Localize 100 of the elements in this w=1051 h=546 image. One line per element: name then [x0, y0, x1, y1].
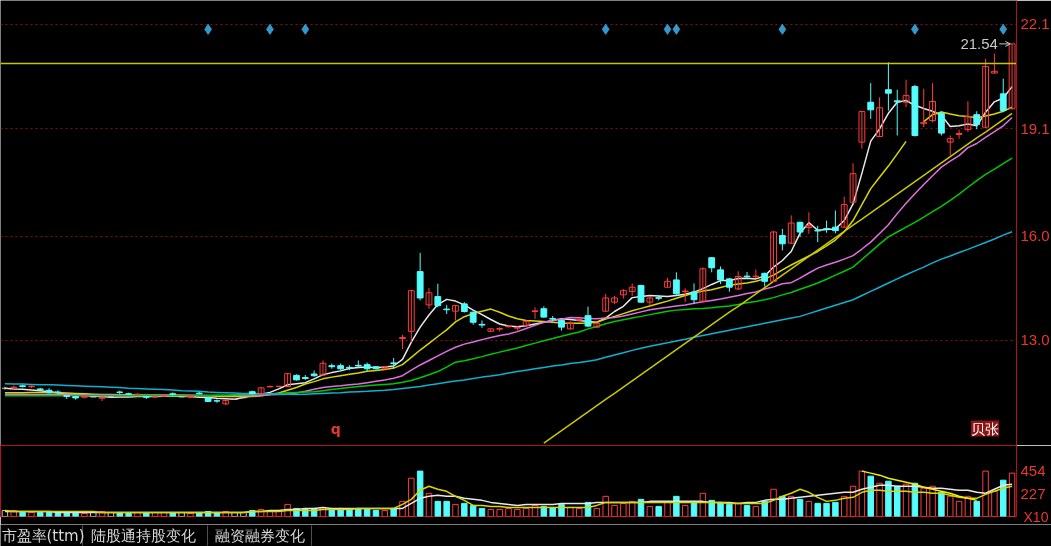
- bar: [787, 495, 795, 517]
- candlestick: [884, 61, 892, 112]
- y-axis-title: X10: [1023, 508, 1049, 525]
- bar: [955, 500, 963, 517]
- candlestick: [893, 89, 901, 137]
- bar: [655, 505, 662, 517]
- bar: [363, 508, 371, 517]
- bar: [443, 500, 450, 517]
- bar: [98, 510, 106, 517]
- bar: [496, 508, 503, 517]
- bar: [257, 508, 265, 517]
- bar: [575, 507, 583, 517]
- bar: [717, 501, 724, 517]
- bar: [487, 508, 495, 517]
- bar: [876, 482, 883, 517]
- candlestick: [929, 82, 936, 123]
- bar: [734, 502, 742, 517]
- bar: [222, 510, 230, 517]
- y-tick-label: 227: [1020, 484, 1046, 502]
- bar: [540, 505, 548, 517]
- bar: [399, 500, 406, 517]
- bar: [125, 512, 132, 517]
- candlestick: [425, 287, 433, 310]
- line-series: [861, 470, 978, 502]
- bar: [319, 506, 327, 517]
- annotation: 21.54: [960, 34, 998, 52]
- bar: [558, 503, 565, 517]
- y-tick-label: 454: [1020, 461, 1046, 479]
- candlestick: [531, 306, 539, 320]
- bar: [805, 500, 813, 517]
- bar: [947, 495, 954, 517]
- candlestick: [107, 395, 115, 399]
- candlestick: [770, 230, 777, 283]
- bar: [726, 503, 733, 517]
- bar: [1008, 472, 1016, 517]
- candlestick: [699, 266, 707, 303]
- candlestick: [752, 269, 760, 279]
- candlestick: [805, 211, 813, 235]
- line-series: [543, 112, 1013, 444]
- bar: [920, 487, 927, 517]
- text: 融资融券变化: [214, 526, 305, 545]
- candlestick: [646, 295, 654, 307]
- annotation: 贝张: [971, 420, 999, 437]
- bar: [628, 500, 636, 517]
- bar: [381, 509, 389, 517]
- bar: [10, 509, 17, 517]
- bar: [611, 504, 618, 517]
- bar: [902, 483, 910, 517]
- bar: [982, 470, 989, 517]
- candlestick: [831, 210, 839, 234]
- bar: [19, 511, 26, 517]
- bar: [991, 490, 998, 517]
- y-tick-label: 16.0: [1020, 227, 1050, 245]
- candlestick: [867, 82, 875, 120]
- candlestick: [151, 395, 159, 399]
- bar: [681, 504, 689, 517]
- bar: [107, 511, 115, 517]
- bar: [275, 509, 283, 517]
- bar: [160, 511, 168, 517]
- candlestick: [478, 320, 486, 329]
- bar: [673, 495, 680, 517]
- candlestick: [310, 370, 318, 378]
- bar: [814, 502, 821, 517]
- candlestick: [743, 271, 751, 280]
- bar: [531, 504, 539, 517]
- candlestick: [902, 79, 910, 108]
- bar: [522, 507, 530, 517]
- bar: [885, 480, 892, 517]
- bar: [964, 495, 972, 517]
- bar: [893, 485, 901, 517]
- candlestick: [1008, 43, 1016, 110]
- bar: [620, 502, 627, 517]
- bar: [1000, 479, 1007, 517]
- candlestick: [787, 214, 795, 245]
- candlestick: [734, 270, 742, 291]
- bar: [602, 495, 609, 517]
- bar: [1, 509, 9, 517]
- candlestick: [982, 58, 989, 129]
- bar: [938, 491, 945, 517]
- bar: [646, 505, 654, 517]
- bar: [973, 500, 980, 517]
- candlestick: [946, 135, 954, 157]
- bar: [699, 492, 707, 517]
- candlestick: [937, 110, 945, 137]
- bar: [28, 511, 35, 517]
- bar: [284, 503, 291, 517]
- candlestick: [319, 359, 327, 377]
- candlestick: [999, 78, 1007, 113]
- candlestick: [434, 283, 442, 308]
- candlestick: [672, 271, 680, 297]
- bar: [469, 504, 477, 517]
- candlestick: [628, 282, 636, 297]
- bar: [849, 485, 857, 517]
- bar: [452, 503, 459, 517]
- candlestick: [178, 395, 186, 399]
- bar: [151, 511, 159, 517]
- candlestick: [690, 282, 698, 305]
- annotation: q: [330, 420, 341, 437]
- candlestick: [920, 88, 928, 128]
- line-series: [4, 230, 1013, 396]
